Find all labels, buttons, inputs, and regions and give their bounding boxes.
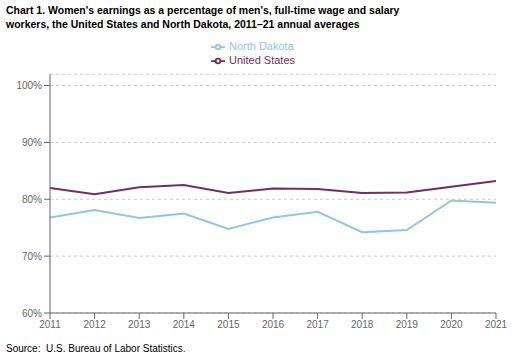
html-text:workers, the United States and: workers, the United States and North Dak… bbox=[6, 18, 360, 30]
html-text:North Dakota: North Dakota bbox=[229, 40, 294, 52]
svg-text:2021: 2021 bbox=[485, 319, 508, 330]
svg-text:70%: 70% bbox=[22, 251, 42, 262]
svg-text:2019: 2019 bbox=[396, 319, 419, 330]
html-text:Chart 1. Women's earnings as a: Chart 1. Women's earnings as a percentag… bbox=[6, 4, 400, 16]
svg-text:2017: 2017 bbox=[306, 319, 329, 330]
html-text:United States: United States bbox=[229, 54, 295, 67]
svg-text:2020: 2020 bbox=[440, 319, 463, 330]
svg-text:60%: 60% bbox=[22, 308, 42, 319]
svg-text:2013: 2013 bbox=[128, 319, 151, 330]
svg-text:80%: 80% bbox=[22, 194, 42, 205]
svg-text:90%: 90% bbox=[22, 137, 42, 148]
svg-text:2014: 2014 bbox=[173, 319, 196, 330]
svg-text:2011: 2011 bbox=[39, 319, 61, 330]
svg-text:100%: 100% bbox=[16, 80, 42, 91]
svg-text:2012: 2012 bbox=[83, 319, 106, 330]
svg-text:2018: 2018 bbox=[351, 319, 374, 330]
svg-text:2016: 2016 bbox=[262, 319, 285, 330]
svg-text:2015: 2015 bbox=[217, 319, 240, 330]
html-text:Source: U.S. Bureau of Labor S: Source: U.S. Bureau of Labor Statistics. bbox=[6, 343, 186, 354]
